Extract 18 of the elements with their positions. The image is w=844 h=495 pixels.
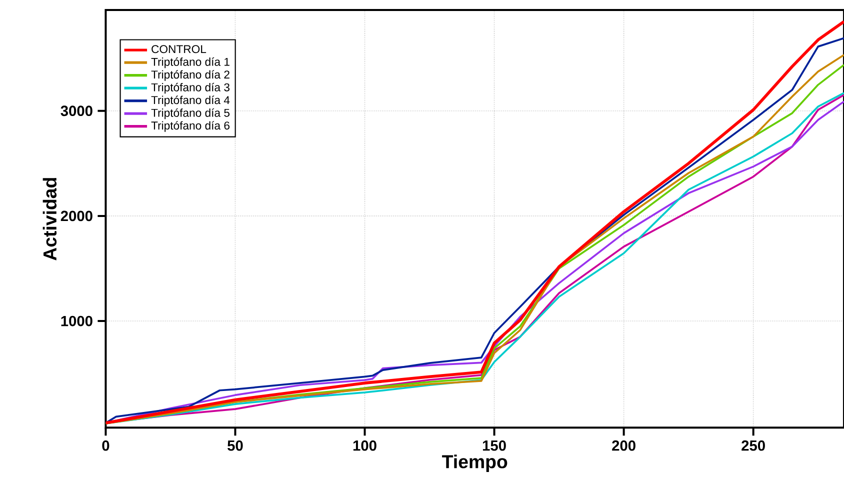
x-tick-label: 150 bbox=[482, 440, 506, 451]
legend-label: CONTROL bbox=[152, 45, 206, 54]
legend-label: Triptófano día 5 bbox=[151, 108, 230, 120]
y-axis-title: Actividad bbox=[42, 178, 57, 260]
x-tick-label: 0 bbox=[102, 440, 110, 451]
legend-label: Triptófano día 2 bbox=[151, 70, 230, 81]
legend-label: Triptófano día 3 bbox=[151, 82, 230, 94]
x-tick-label: 250 bbox=[742, 440, 765, 451]
legend-label: Triptófano día 6 bbox=[151, 121, 230, 132]
y-tick-label: 3000 bbox=[60, 106, 92, 116]
x-tick-label: 100 bbox=[353, 440, 376, 451]
y-tick-label: 1000 bbox=[61, 316, 92, 326]
legend-label: Triptófano día 4 bbox=[151, 96, 230, 106]
x-tick-label: 200 bbox=[612, 440, 636, 451]
y-tick-label: 2000 bbox=[60, 210, 92, 222]
x-tick-label: 50 bbox=[228, 440, 243, 451]
legend-label: Triptófano día 1 bbox=[151, 57, 230, 68]
x-axis-title: Tiempo bbox=[442, 454, 508, 472]
